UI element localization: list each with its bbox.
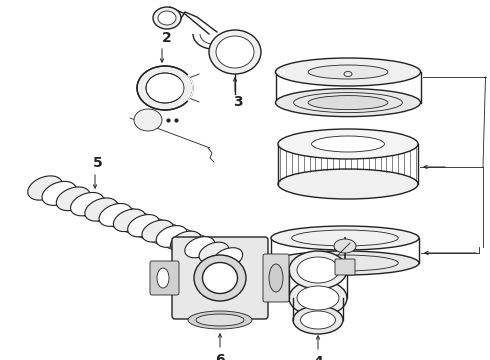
Ellipse shape	[188, 311, 252, 329]
Ellipse shape	[275, 58, 420, 86]
Ellipse shape	[289, 280, 347, 316]
Ellipse shape	[153, 7, 181, 29]
Ellipse shape	[137, 66, 193, 110]
Ellipse shape	[199, 242, 229, 263]
Ellipse shape	[146, 73, 184, 103]
Ellipse shape	[300, 311, 336, 329]
Ellipse shape	[42, 181, 76, 205]
Ellipse shape	[213, 248, 243, 268]
FancyBboxPatch shape	[172, 237, 268, 319]
Ellipse shape	[196, 314, 244, 326]
FancyBboxPatch shape	[150, 261, 179, 295]
Text: 6: 6	[215, 353, 225, 360]
Ellipse shape	[293, 306, 343, 334]
Ellipse shape	[28, 176, 62, 200]
Ellipse shape	[134, 109, 162, 131]
Ellipse shape	[312, 136, 384, 152]
FancyBboxPatch shape	[263, 254, 289, 302]
Ellipse shape	[202, 262, 238, 293]
Ellipse shape	[128, 215, 159, 237]
Ellipse shape	[99, 203, 132, 226]
Ellipse shape	[278, 169, 418, 199]
Ellipse shape	[142, 220, 173, 242]
Ellipse shape	[334, 239, 356, 253]
Ellipse shape	[271, 226, 419, 250]
Text: 4: 4	[313, 355, 323, 360]
Ellipse shape	[56, 187, 90, 211]
Ellipse shape	[194, 255, 246, 301]
Ellipse shape	[289, 251, 347, 289]
Ellipse shape	[158, 11, 176, 25]
Ellipse shape	[157, 268, 169, 288]
Text: 2: 2	[162, 31, 172, 45]
Ellipse shape	[209, 30, 261, 74]
Ellipse shape	[275, 89, 420, 117]
Ellipse shape	[71, 193, 104, 216]
Ellipse shape	[156, 226, 187, 247]
Ellipse shape	[269, 264, 283, 292]
Ellipse shape	[297, 286, 339, 310]
Ellipse shape	[308, 65, 388, 79]
FancyBboxPatch shape	[335, 259, 355, 275]
Text: 3: 3	[233, 95, 243, 109]
Text: 5: 5	[93, 156, 103, 170]
Ellipse shape	[271, 251, 419, 275]
Ellipse shape	[85, 198, 118, 221]
Ellipse shape	[113, 209, 146, 231]
Ellipse shape	[185, 237, 215, 258]
Ellipse shape	[297, 257, 339, 283]
Ellipse shape	[216, 36, 254, 68]
Ellipse shape	[278, 129, 418, 159]
Ellipse shape	[171, 231, 201, 253]
Ellipse shape	[308, 96, 388, 109]
